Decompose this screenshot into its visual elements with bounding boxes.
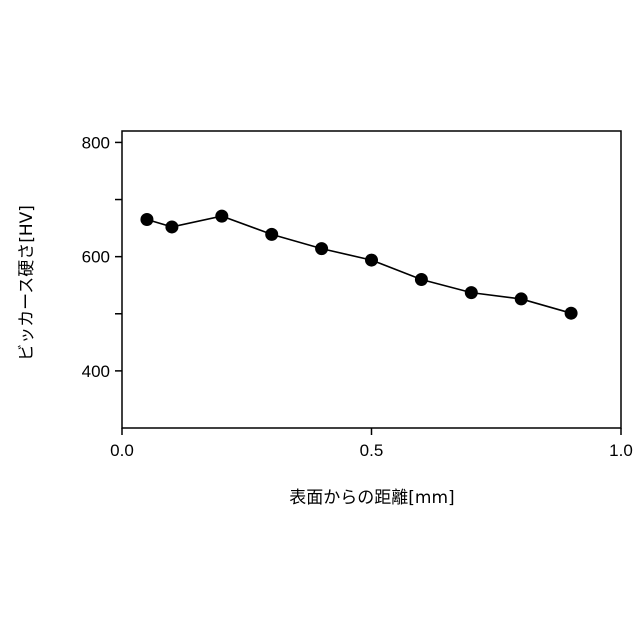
- x-axis-title: 表面からの距離[mm]: [289, 488, 454, 508]
- data-point: [565, 307, 578, 320]
- x-axis-ticks: 0.0 0.5 1.0: [110, 428, 633, 460]
- x-tick-label: 0.0: [110, 441, 134, 460]
- data-point: [465, 286, 478, 299]
- data-point: [415, 273, 428, 286]
- series-layer: [140, 210, 577, 320]
- y-tick-label: 800: [82, 133, 110, 152]
- y-axis-title: ビッカース硬さ[HV]: [17, 205, 37, 361]
- data-point: [515, 292, 528, 305]
- x-tick-label: 0.5: [360, 441, 384, 460]
- data-point: [140, 213, 153, 226]
- x-tick-label: 1.0: [609, 441, 633, 460]
- series-line: [147, 216, 571, 313]
- y-tick-label: 400: [82, 362, 110, 381]
- data-point: [165, 220, 178, 233]
- data-point: [215, 210, 228, 223]
- plot-frame: [122, 131, 621, 428]
- y-tick-label: 600: [82, 248, 110, 267]
- plot-area-border: [122, 131, 621, 428]
- y-axis-ticks: 400 600 800: [82, 133, 122, 380]
- data-point: [265, 228, 278, 241]
- data-point: [365, 254, 378, 267]
- data-point: [315, 242, 328, 255]
